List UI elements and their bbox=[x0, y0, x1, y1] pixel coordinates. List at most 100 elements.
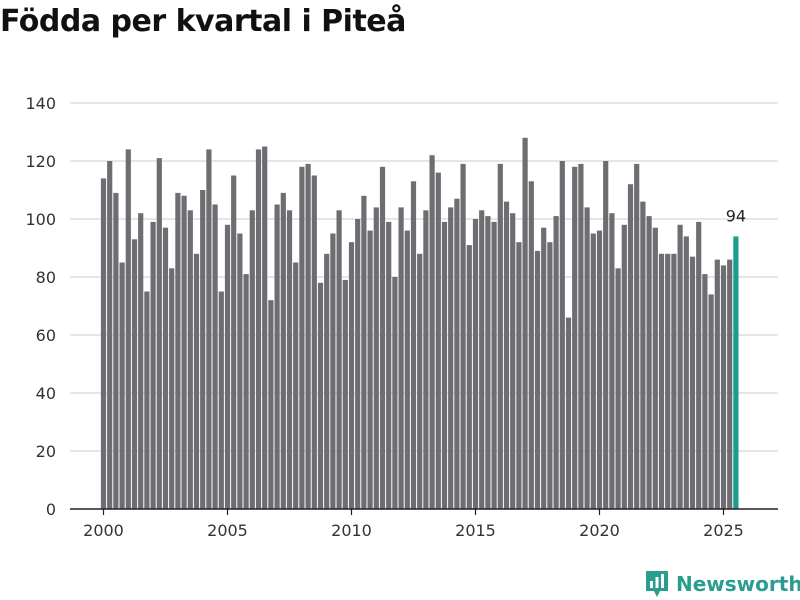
bar[interactable] bbox=[609, 213, 615, 509]
bar[interactable] bbox=[652, 227, 658, 509]
bar[interactable] bbox=[714, 259, 720, 509]
bar[interactable] bbox=[262, 146, 268, 510]
bar[interactable] bbox=[324, 253, 330, 509]
bar[interactable] bbox=[144, 291, 150, 510]
bar[interactable] bbox=[107, 161, 113, 509]
bar[interactable] bbox=[131, 239, 138, 510]
bar[interactable] bbox=[627, 184, 634, 509]
bar[interactable] bbox=[398, 207, 404, 509]
bar[interactable] bbox=[200, 190, 206, 509]
bar[interactable] bbox=[237, 233, 243, 510]
bar[interactable] bbox=[621, 224, 627, 510]
bar[interactable] bbox=[572, 166, 578, 510]
bar[interactable] bbox=[454, 198, 460, 509]
bar[interactable] bbox=[503, 201, 510, 509]
bar[interactable] bbox=[702, 274, 708, 509]
bar[interactable] bbox=[218, 291, 224, 510]
bar[interactable] bbox=[361, 195, 367, 510]
bar[interactable] bbox=[373, 207, 379, 509]
bar[interactable] bbox=[460, 163, 466, 509]
bar[interactable] bbox=[379, 166, 386, 510]
bar[interactable] bbox=[485, 216, 491, 509]
bar[interactable] bbox=[212, 204, 218, 510]
bar[interactable] bbox=[665, 253, 671, 509]
bar[interactable] bbox=[268, 300, 274, 509]
bar[interactable] bbox=[708, 294, 714, 509]
bar[interactable] bbox=[603, 161, 609, 509]
bar[interactable] bbox=[696, 221, 702, 509]
bar[interactable] bbox=[119, 262, 125, 510]
bar[interactable] bbox=[658, 253, 665, 509]
bar[interactable] bbox=[671, 253, 677, 509]
bar[interactable] bbox=[410, 181, 417, 510]
bar[interactable] bbox=[404, 230, 410, 509]
bar[interactable] bbox=[193, 253, 200, 509]
bar[interactable] bbox=[522, 137, 528, 510]
bar[interactable] bbox=[497, 163, 503, 509]
bar[interactable] bbox=[559, 161, 565, 509]
bar[interactable] bbox=[615, 268, 621, 509]
bar[interactable] bbox=[634, 163, 640, 509]
bar[interactable] bbox=[280, 192, 286, 509]
bar[interactable] bbox=[113, 192, 119, 509]
bar[interactable] bbox=[330, 233, 336, 510]
bar[interactable] bbox=[386, 221, 392, 509]
bar[interactable] bbox=[243, 274, 249, 509]
bar[interactable] bbox=[255, 149, 262, 509]
bar[interactable] bbox=[181, 195, 187, 510]
bar[interactable] bbox=[293, 262, 299, 510]
bar[interactable] bbox=[274, 204, 280, 510]
bar[interactable] bbox=[448, 207, 454, 509]
bar[interactable] bbox=[491, 221, 497, 509]
bar[interactable] bbox=[677, 224, 683, 510]
bar[interactable] bbox=[584, 207, 590, 509]
bar[interactable] bbox=[646, 216, 652, 509]
bar[interactable] bbox=[286, 210, 293, 510]
bar[interactable] bbox=[311, 175, 317, 510]
bar[interactable] bbox=[249, 210, 255, 510]
bar[interactable] bbox=[156, 158, 162, 509]
bar[interactable] bbox=[534, 250, 541, 509]
bar[interactable] bbox=[479, 210, 485, 510]
bar[interactable] bbox=[596, 230, 603, 509]
bar[interactable] bbox=[578, 163, 584, 509]
bar[interactable] bbox=[187, 210, 193, 510]
bar[interactable] bbox=[528, 181, 534, 510]
bar[interactable] bbox=[169, 268, 175, 509]
bar[interactable] bbox=[435, 172, 441, 509]
bar[interactable] bbox=[392, 277, 398, 509]
bar[interactable] bbox=[429, 155, 435, 509]
bar[interactable] bbox=[348, 242, 355, 509]
bar[interactable] bbox=[355, 219, 361, 509]
bar[interactable] bbox=[541, 227, 547, 509]
bar[interactable] bbox=[727, 259, 733, 509]
bar[interactable] bbox=[299, 166, 305, 510]
bar[interactable] bbox=[720, 265, 727, 509]
bar[interactable] bbox=[162, 227, 169, 509]
bar[interactable] bbox=[342, 279, 348, 509]
bar[interactable] bbox=[125, 149, 131, 509]
brand-logo[interactable]: Newsworthy bbox=[644, 568, 800, 600]
bar[interactable] bbox=[336, 210, 342, 510]
bar-highlight[interactable] bbox=[733, 236, 739, 509]
bar[interactable] bbox=[175, 192, 181, 509]
bar[interactable] bbox=[441, 221, 448, 509]
bar[interactable] bbox=[100, 178, 107, 509]
bar[interactable] bbox=[547, 242, 553, 509]
bar[interactable] bbox=[367, 230, 373, 509]
bar[interactable] bbox=[466, 245, 472, 509]
bar[interactable] bbox=[516, 242, 522, 509]
bar[interactable] bbox=[590, 233, 596, 510]
bar[interactable] bbox=[553, 216, 559, 509]
bar[interactable] bbox=[565, 317, 572, 509]
bar[interactable] bbox=[317, 282, 324, 509]
bar[interactable] bbox=[138, 213, 144, 509]
bar[interactable] bbox=[224, 224, 231, 510]
bar[interactable] bbox=[423, 210, 429, 510]
bar[interactable] bbox=[206, 149, 212, 509]
bar[interactable] bbox=[640, 201, 646, 509]
bar[interactable] bbox=[231, 175, 237, 510]
bar[interactable] bbox=[305, 163, 311, 509]
bar[interactable] bbox=[417, 253, 423, 509]
bar[interactable] bbox=[689, 256, 696, 509]
